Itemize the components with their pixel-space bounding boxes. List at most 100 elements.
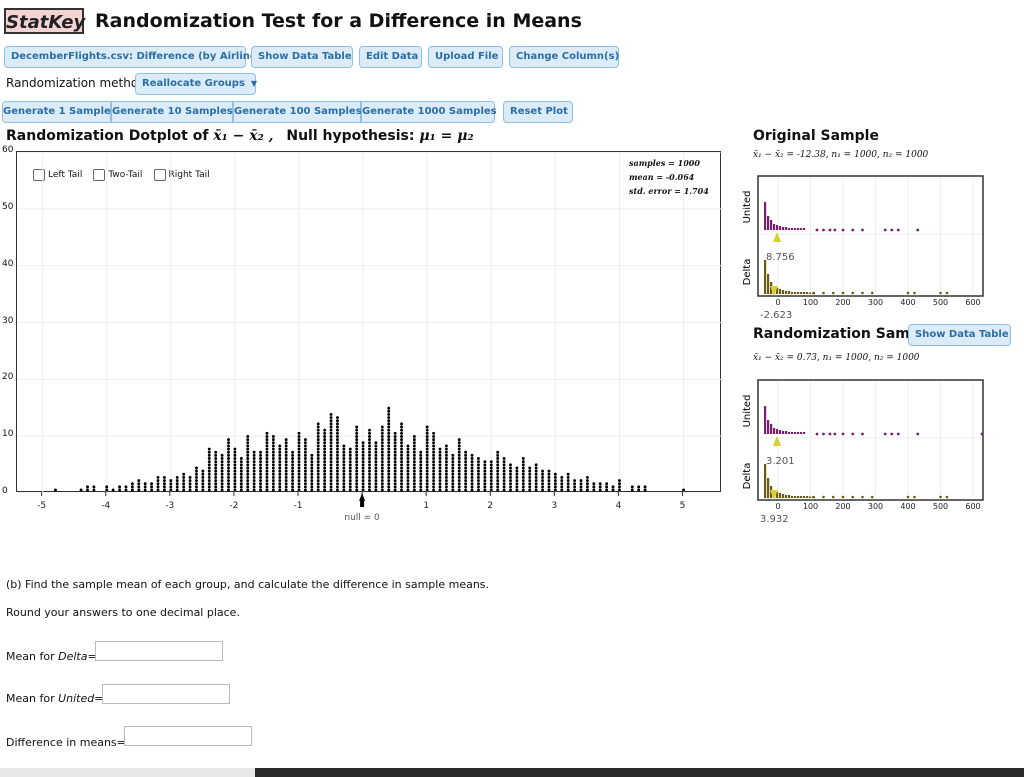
data-dot [489,463,493,467]
data-dot [534,482,538,486]
delta-dot [812,495,816,499]
data-dot [284,457,288,460]
data-dot [316,450,320,454]
data-dot [566,475,570,479]
generate-1-button[interactable]: Generate 1 Sample [2,101,111,123]
left-tail-checkbox[interactable]: Left Tail [33,168,82,181]
data-dot [207,466,211,470]
data-dot [483,469,487,473]
data-dot [560,479,564,482]
data-dot [387,453,391,457]
united-bar [779,226,782,230]
data-dot [425,463,429,467]
data-dot [464,472,468,476]
edit-data-button[interactable]: Edit Data [359,46,422,68]
x-tick-label: 400 [900,502,915,511]
data-dot [605,485,609,489]
x-tick-label: 5 [680,501,686,511]
data-dot [137,479,141,482]
data-dot [406,460,410,464]
show-data-table-button[interactable]: Show Data Table [251,46,353,68]
data-dot [502,469,506,473]
united-dot [980,432,984,436]
united-dot [841,432,845,436]
data-dot [470,485,474,489]
data-dot [169,488,173,492]
data-dot [451,482,455,486]
mean-delta-input[interactable] [95,641,223,661]
data-dot [329,457,333,460]
data-dot [432,482,436,486]
data-dot [496,457,500,460]
data-dot [162,479,166,482]
united-dot [833,432,837,436]
reset-plot-button[interactable]: Reset Plot [503,101,573,123]
data-dot [355,431,359,435]
data-dot [547,482,551,486]
delta-bar [785,495,788,498]
delta-dot [822,495,825,499]
data-dot [585,482,589,486]
data-dot [227,450,230,454]
data-dot [278,457,282,460]
data-dot [310,485,314,489]
data-dot [393,482,397,486]
data-dot [547,472,551,476]
data-dot [233,460,237,464]
two-tail-checkbox[interactable]: Two-Tail [93,168,142,181]
data-dot [560,488,564,492]
data-dot [195,475,198,479]
data-dot [419,469,423,473]
change-columns-button[interactable]: Change Column(s) [509,46,619,68]
data-dot [425,435,429,438]
data-dot [470,453,474,457]
delta-dot [945,291,949,295]
data-dot [425,482,429,486]
mean-united-input[interactable] [102,684,230,704]
data-dot [400,457,403,460]
data-dot [284,469,288,473]
data-dot [496,463,500,467]
data-dot [130,485,134,489]
randomization-show-data-table-button[interactable]: Show Data Table [908,324,1011,346]
data-dot [284,475,288,479]
data-dot [259,463,262,467]
generate-1000-button[interactable]: Generate 1000 Samples [361,101,497,123]
data-dot [566,488,570,492]
generate-10-button[interactable]: Generate 10 Samples [111,101,233,123]
united-bar [803,432,806,434]
data-dot [374,460,378,464]
data-dot [323,469,327,473]
data-dot [438,488,442,492]
data-dot [227,472,230,476]
data-dot [310,475,314,479]
data-dot [271,453,275,457]
data-dot [252,485,256,489]
united-bar [767,420,770,434]
united-dot [861,228,864,232]
data-dot [361,450,365,454]
data-dot [515,469,519,473]
data-dot [425,441,429,445]
upload-file-button[interactable]: Upload File [428,46,503,68]
randomization-method-dropdown[interactable]: Reallocate Groups ▼ [135,73,257,95]
data-dot [239,488,243,492]
data-dot [252,479,256,482]
data-dot [348,482,352,486]
data-dot [387,422,391,426]
delta-bar [791,292,794,294]
x-tick-label: 600 [965,502,980,511]
data-dot [470,466,474,470]
data-dot [451,463,455,467]
united-bar [776,225,779,230]
data-dot [259,450,262,454]
data-dot [329,444,333,448]
data-dot [239,463,243,467]
data-dot [419,475,423,479]
dataset-dropdown[interactable]: DecemberFlights.csv: Difference (by Airl… [4,46,273,68]
data-dot [182,482,186,486]
data-dot [637,485,641,489]
right-tail-checkbox[interactable]: Right Tail [153,168,210,181]
generate-100-button[interactable]: Generate 100 Samples [233,101,362,123]
difference-input[interactable] [124,726,252,746]
